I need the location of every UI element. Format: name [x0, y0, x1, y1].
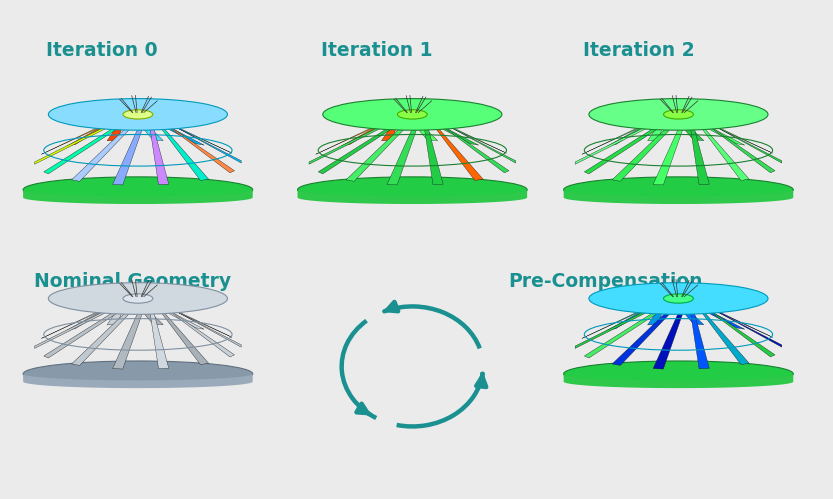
- Polygon shape: [297, 190, 527, 204]
- Polygon shape: [35, 116, 129, 164]
- Polygon shape: [342, 113, 399, 146]
- Polygon shape: [612, 117, 681, 181]
- Ellipse shape: [664, 110, 693, 119]
- Polygon shape: [584, 117, 676, 174]
- Polygon shape: [691, 297, 775, 357]
- Polygon shape: [135, 111, 204, 145]
- Polygon shape: [141, 295, 232, 337]
- Polygon shape: [382, 112, 402, 141]
- Polygon shape: [416, 111, 506, 153]
- Polygon shape: [107, 112, 127, 141]
- Polygon shape: [72, 301, 141, 365]
- Polygon shape: [670, 111, 704, 141]
- Text: Iteration 1: Iteration 1: [321, 40, 432, 59]
- Polygon shape: [421, 112, 516, 163]
- Polygon shape: [676, 295, 745, 329]
- Polygon shape: [44, 117, 135, 174]
- Polygon shape: [42, 115, 126, 154]
- Polygon shape: [689, 116, 709, 185]
- Polygon shape: [150, 113, 235, 173]
- Ellipse shape: [23, 361, 252, 387]
- Polygon shape: [647, 296, 668, 325]
- Polygon shape: [653, 301, 687, 369]
- Polygon shape: [141, 111, 232, 153]
- Polygon shape: [23, 374, 252, 388]
- Polygon shape: [692, 114, 749, 181]
- Ellipse shape: [564, 361, 793, 387]
- Text: Iteration 2: Iteration 2: [583, 40, 695, 59]
- Polygon shape: [129, 295, 163, 325]
- Polygon shape: [687, 112, 782, 163]
- Ellipse shape: [589, 99, 768, 130]
- Polygon shape: [422, 116, 443, 185]
- Polygon shape: [309, 116, 404, 164]
- Polygon shape: [681, 295, 772, 337]
- Ellipse shape: [123, 294, 152, 303]
- Polygon shape: [582, 299, 666, 338]
- Polygon shape: [425, 113, 509, 173]
- Polygon shape: [612, 301, 681, 365]
- Ellipse shape: [323, 99, 502, 130]
- Polygon shape: [564, 190, 793, 204]
- Ellipse shape: [23, 177, 252, 203]
- Polygon shape: [681, 111, 772, 153]
- Polygon shape: [653, 117, 687, 185]
- Polygon shape: [42, 299, 126, 338]
- Polygon shape: [72, 117, 141, 181]
- Text: Pre-Compensation: Pre-Compensation: [508, 272, 702, 291]
- Polygon shape: [318, 117, 409, 174]
- Polygon shape: [426, 114, 483, 181]
- Polygon shape: [689, 300, 709, 369]
- Ellipse shape: [48, 99, 227, 130]
- Polygon shape: [152, 114, 208, 181]
- Polygon shape: [409, 111, 479, 145]
- Polygon shape: [129, 111, 163, 141]
- Polygon shape: [67, 297, 124, 330]
- Polygon shape: [148, 300, 169, 369]
- Polygon shape: [44, 301, 135, 358]
- Polygon shape: [404, 111, 437, 141]
- Polygon shape: [107, 296, 127, 325]
- Polygon shape: [608, 297, 665, 330]
- Polygon shape: [112, 117, 147, 185]
- Polygon shape: [148, 116, 169, 185]
- Polygon shape: [152, 298, 208, 365]
- Ellipse shape: [564, 177, 793, 203]
- Polygon shape: [676, 111, 745, 145]
- Polygon shape: [135, 295, 204, 329]
- Ellipse shape: [123, 110, 152, 119]
- Polygon shape: [147, 112, 242, 163]
- Polygon shape: [575, 300, 670, 348]
- Polygon shape: [608, 113, 665, 146]
- Text: Nominal Geometry: Nominal Geometry: [34, 272, 231, 291]
- Text: Iteration 0: Iteration 0: [47, 40, 158, 59]
- Polygon shape: [670, 295, 704, 325]
- Ellipse shape: [589, 283, 768, 314]
- Polygon shape: [35, 300, 129, 348]
- Ellipse shape: [297, 177, 527, 203]
- Polygon shape: [387, 117, 421, 185]
- Polygon shape: [564, 374, 793, 388]
- Polygon shape: [647, 112, 668, 141]
- Polygon shape: [687, 296, 782, 347]
- Polygon shape: [112, 301, 147, 369]
- Polygon shape: [584, 301, 676, 358]
- Polygon shape: [67, 113, 124, 146]
- Polygon shape: [691, 113, 775, 173]
- Polygon shape: [692, 298, 749, 365]
- Polygon shape: [582, 115, 666, 154]
- Polygon shape: [23, 190, 252, 204]
- Polygon shape: [346, 117, 416, 181]
- Polygon shape: [150, 297, 235, 357]
- Ellipse shape: [397, 110, 427, 119]
- Polygon shape: [147, 296, 242, 347]
- Polygon shape: [575, 116, 670, 164]
- Polygon shape: [316, 115, 400, 154]
- Ellipse shape: [48, 283, 227, 314]
- Ellipse shape: [664, 294, 693, 303]
